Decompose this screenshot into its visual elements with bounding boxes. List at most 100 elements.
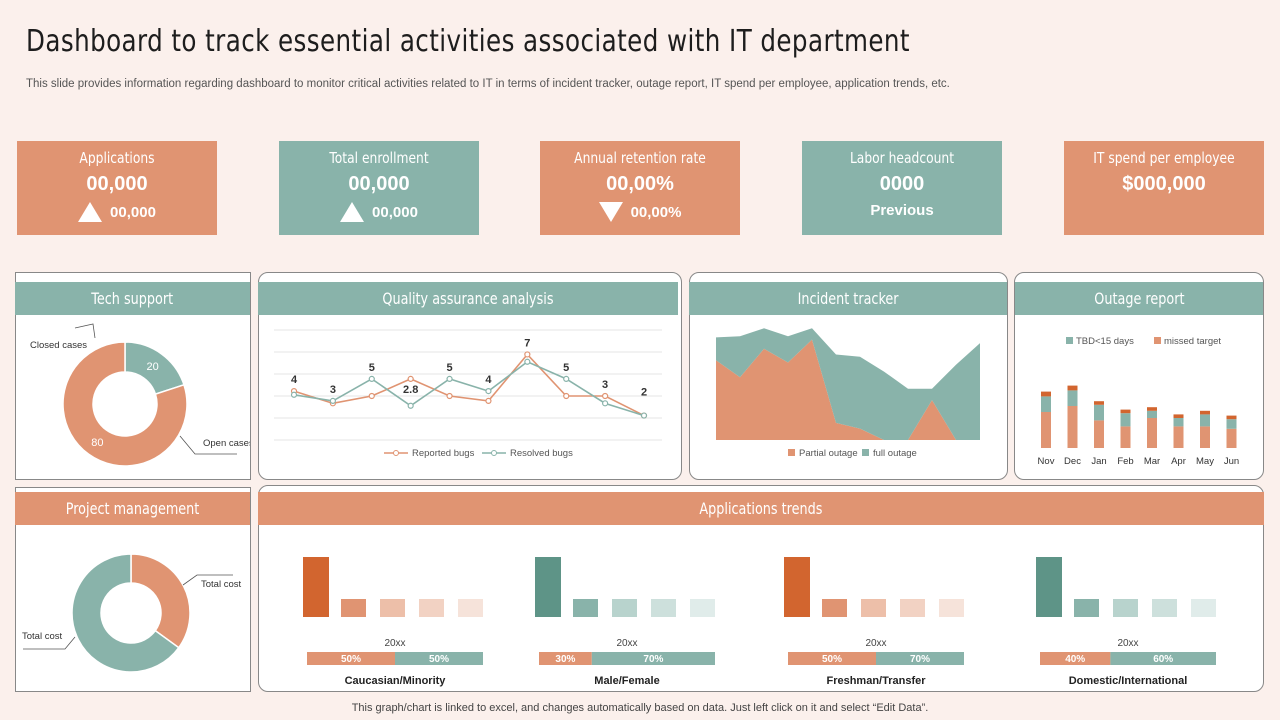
kpi-sub-value: 00,000 [110, 203, 156, 221]
area-series [716, 328, 980, 440]
data-label: 4 [485, 374, 492, 386]
series-point [524, 358, 531, 365]
series-point [446, 375, 453, 382]
legend-swatch [862, 449, 869, 456]
legend-swatch [1066, 337, 1073, 344]
stacked-bar-segment [1041, 391, 1051, 397]
kpi-card: IT spend per employee $000,000 [1064, 141, 1264, 235]
series-point [602, 392, 609, 400]
group-name-label: Freshman/Transfer [826, 675, 926, 687]
kpi-value: 00,000 [86, 173, 148, 195]
kpi-sub: 00,000 [279, 202, 479, 222]
area-series [716, 339, 980, 440]
data-label: 3 [602, 379, 608, 391]
legend-label: missed target [1164, 336, 1221, 347]
qa-header: Quality assurance analysis [258, 282, 678, 315]
split-label: 30% [555, 654, 575, 665]
stacked-bar-segment [1094, 404, 1104, 421]
split-bar-left [307, 652, 395, 665]
data-label: 7 [524, 337, 530, 349]
stacked-bar-segment [1041, 412, 1051, 448]
split-bar-right [591, 652, 715, 665]
split-label: 70% [643, 654, 663, 665]
trend-bar [458, 599, 483, 617]
kpi-value: 0000 [879, 173, 925, 195]
trend-bar [690, 599, 715, 617]
split-label: 70% [910, 654, 930, 665]
series-point [485, 388, 492, 395]
kpi-label: Applications [79, 149, 155, 167]
axis-tick-label: Dec [1064, 456, 1081, 467]
legend-marker [393, 450, 399, 456]
kpi-label: IT spend per employee [1093, 149, 1235, 167]
stacked-bar-segment [1200, 414, 1210, 427]
kpi-label: Total enrollment [329, 149, 429, 167]
trend-bar [1036, 557, 1062, 617]
group-name-label: Caucasian/Minority [345, 675, 447, 687]
split-bar-left [539, 652, 592, 665]
slice-name-label: Closed cases [30, 340, 87, 351]
project-chart: Total cost Total cost [22, 553, 241, 673]
group-name-label: Male/Female [594, 675, 659, 687]
kpi-card: Total enrollment 00,000 00,000 [279, 141, 479, 235]
split-bar-right [876, 652, 964, 665]
trend-bar [1113, 599, 1138, 617]
group-year-label: 20xx [616, 638, 637, 649]
series-point [368, 392, 375, 400]
data-label: 2.8 [403, 384, 418, 396]
series-point [563, 392, 570, 400]
series-point [485, 397, 492, 404]
split-label: 50% [429, 654, 449, 665]
leader-line [182, 574, 233, 586]
legend-label: Reported bugs [412, 448, 475, 459]
series-point [290, 391, 298, 398]
split-bar-left [788, 652, 876, 665]
qa-chart: 4 3 5 2.8 5 4 7 5 3 2 Reported bugs Resolved bugs [274, 329, 662, 459]
trend-bar [651, 599, 676, 617]
axis-tick-label: Jun [1224, 456, 1239, 467]
group-year-label: 20xx [865, 638, 886, 649]
axis-tick-label: Nov [1038, 456, 1055, 467]
leader-line [23, 636, 76, 650]
app-trends-chart: 20xx 50% 50% Caucasian/Minority 20xx 30% 70% Ma… [303, 557, 1216, 687]
footer-note: This graph/chart is linked to excel, and… [351, 702, 929, 714]
incident-chart: Partial outage full outage [716, 328, 980, 459]
axis-tick-label: Mar [1144, 456, 1160, 467]
kpi-card: Labor headcount 0000 Previous [802, 141, 1002, 235]
kpi-card: Applications 00,000 00,000 [17, 141, 217, 235]
slice-value-label: 80 [91, 437, 103, 449]
incident-header: Incident tracker [689, 282, 1007, 315]
stacked-bar-segment [1173, 418, 1184, 427]
data-label: 4 [291, 374, 298, 386]
kpi-card: Annual retention rate 00,00% 00,00% [540, 141, 740, 235]
kpi-sub: Previous [802, 202, 1002, 219]
series-point [329, 397, 336, 404]
app-trends-header: Applications trends [258, 492, 1264, 525]
legend-swatch [1154, 337, 1161, 344]
series-point [563, 375, 570, 382]
group-year-label: 20xx [1117, 638, 1138, 649]
series-point [602, 400, 609, 407]
stacked-bar-segment [1147, 418, 1157, 448]
axis-tick-label: May [1196, 456, 1214, 467]
data-label: 5 [446, 362, 452, 374]
axis-tick-label: Apr [1171, 456, 1186, 467]
stacked-bar-segment [1120, 426, 1131, 448]
stacked-bar-segment [1067, 385, 1078, 391]
trend-bar [419, 599, 444, 617]
stacked-bar-segment [1173, 414, 1184, 418]
trend-bar [1152, 599, 1177, 617]
stacked-bar-segment [1200, 410, 1210, 415]
leader-line [74, 323, 96, 339]
trend-bar [822, 599, 847, 617]
donut-slice [62, 341, 188, 467]
slice-name-label: Open cases [203, 438, 250, 449]
trend-bar [380, 599, 405, 617]
legend-label: Resolved bugs [510, 448, 573, 459]
tech-support-chart: 20 Closed cases 80 Open cases [30, 323, 250, 467]
stacked-bar-segment [1173, 426, 1184, 448]
leader-line [179, 435, 237, 455]
arrow-up-icon [78, 202, 103, 222]
series-line [293, 360, 645, 417]
slice-value-label: 20 [147, 361, 159, 373]
